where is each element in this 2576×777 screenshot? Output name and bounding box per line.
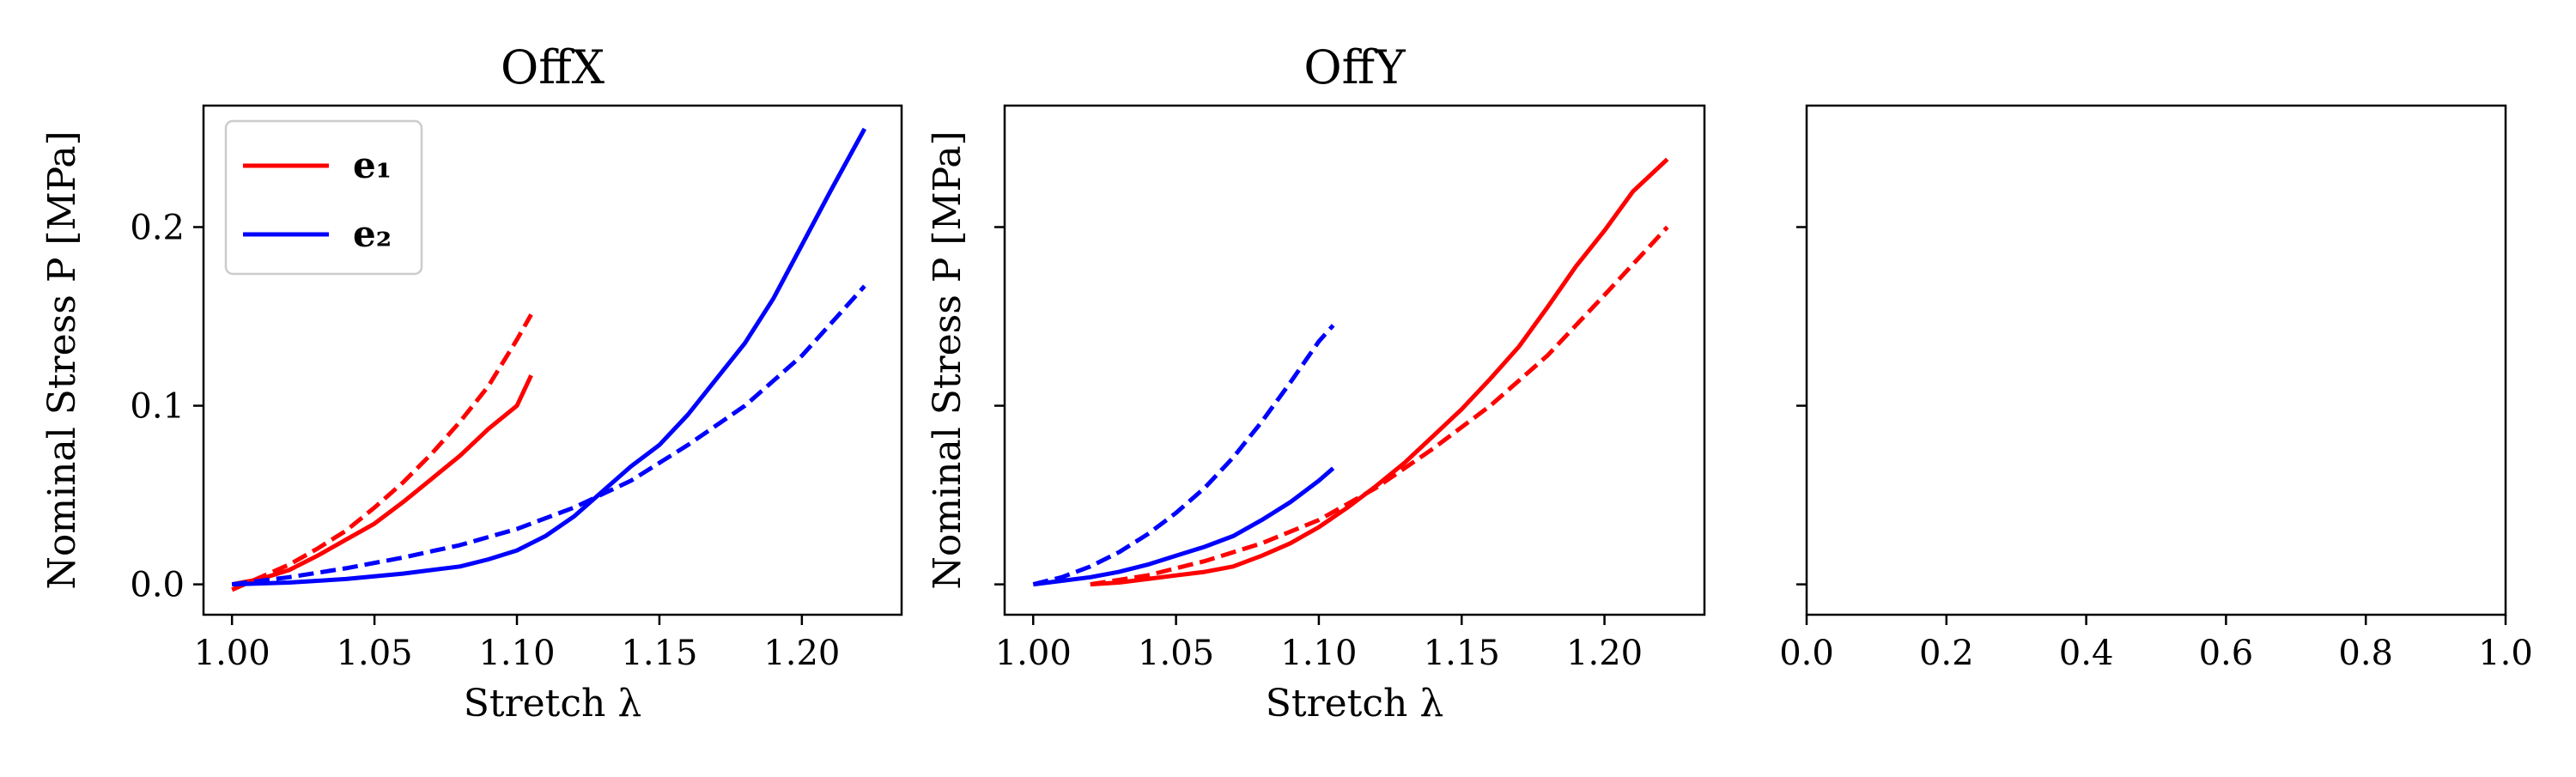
x-tick-label: 1.0: [2478, 634, 2533, 673]
series-group: [1032, 157, 1669, 587]
x-tick-label: 1.15: [1424, 634, 1500, 673]
x-tick-label: 1.20: [1566, 634, 1643, 673]
legend-box: [224, 119, 423, 276]
y-tick-label: 0.2: [130, 208, 185, 247]
chart-panel-3: 0.0 0.2 0.4 0.6 0.8 1.0: [1779, 104, 2533, 673]
y-tick-label: 0.0: [130, 566, 185, 605]
x-axis-label: Stretch λ: [464, 682, 641, 725]
series-line-2-dashed: [231, 313, 533, 592]
x-tick-label: 0.8: [2338, 634, 2393, 673]
y-axis-label: Nominal Stress P [MPa]: [926, 131, 969, 589]
series-line-2-dashed: [1090, 225, 1669, 587]
series-line-4-dashed: [231, 284, 866, 587]
x-tick-label: 0.6: [2199, 634, 2254, 673]
y-axis-label: Nominal Stress P [MPa]: [40, 131, 84, 589]
chart-panel-2: 1.00 1.05 1.10 1.15 1.20 OffY Stretch λ Nominal…: [926, 40, 1706, 725]
axes-frame: [202, 104, 903, 616]
x-tick-label: 1.00: [194, 634, 270, 673]
chart-title: OffY: [1303, 40, 1406, 94]
chart-title: OffX: [501, 40, 605, 94]
legend-label: e₁: [353, 144, 392, 186]
y-tick-label: 0.1: [130, 387, 185, 427]
x-tick-label: 1.10: [1280, 634, 1357, 673]
series-line-3-solid: [1032, 466, 1335, 587]
x-tick-label: 1.00: [995, 634, 1072, 673]
x-tick-label: 1.10: [478, 634, 555, 673]
axes-frame: [1003, 104, 1706, 616]
series-line-1-solid: [1090, 157, 1669, 587]
axes-frame: [1805, 104, 2507, 616]
chart-panel-1: 1.00 1.05 1.10 1.15 1.20 0.0 0.1 0.2 OffX Stretch…: [40, 40, 903, 725]
x-tick-label: 1.05: [337, 634, 413, 673]
x-tick-label: 1.05: [1138, 634, 1214, 673]
x-tick-label: 0.0: [1779, 634, 1834, 673]
series-line-4-dashed: [1032, 324, 1335, 587]
x-tick-label: 1.20: [763, 634, 840, 673]
series-line-1-solid: [231, 374, 533, 587]
x-tick-label: 0.2: [1919, 634, 1974, 673]
x-axis-label: Stretch λ: [1266, 682, 1443, 725]
x-tick-label: 0.4: [2059, 634, 2114, 673]
legend-label: e₂: [353, 213, 392, 255]
series-group: [231, 127, 867, 592]
series-line-3-solid: [232, 127, 867, 587]
legend: e₁ e₂: [224, 119, 423, 276]
x-tick-label: 1.15: [621, 634, 697, 673]
